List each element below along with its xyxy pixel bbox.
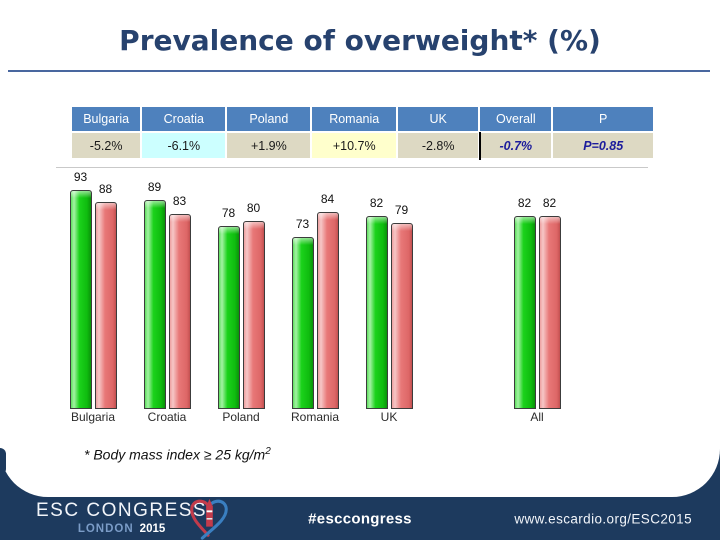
footer-bar: ESC CONGRESS LONDON 2015 #esccongress www… bbox=[0, 497, 720, 540]
bar-column-red-poland: 80 bbox=[242, 168, 265, 409]
table-header-overall: Overall bbox=[480, 107, 552, 131]
table-value-p: P=0.85 bbox=[553, 133, 653, 158]
brand-city: LONDON bbox=[77, 523, 134, 535]
footnote: * Body mass index ≥ 25 kg/m2 bbox=[84, 446, 271, 463]
bar-red-all bbox=[538, 216, 561, 409]
bar-column-red-all: 82 bbox=[538, 168, 561, 409]
category-label-croatia: Croatia bbox=[147, 410, 187, 424]
table-value-uk: -2.8% bbox=[398, 133, 479, 158]
table-value-croatia: -6.1% bbox=[142, 133, 226, 158]
bar-value-label-red-poland: 80 bbox=[246, 201, 261, 215]
bar-column-green-all: 82 bbox=[513, 168, 536, 409]
bar-chart-plot: 93 88 89 83 78 80 73 84 82 79 82 82 bbox=[56, 167, 648, 409]
bar-column-green-poland: 78 bbox=[217, 168, 240, 409]
category-label-romania: Romania bbox=[290, 410, 340, 424]
bar-value-label-green-poland: 78 bbox=[221, 206, 236, 220]
bar-value-label-red-croatia: 83 bbox=[172, 194, 187, 208]
slide-content-card: Prevalence of overweight* (%) Bulgaria C… bbox=[0, 0, 720, 497]
bar-column-green-romania: 73 bbox=[291, 168, 314, 409]
table-value-overall: -0.7% bbox=[480, 133, 552, 158]
bar-green-romania bbox=[291, 237, 314, 409]
footnote-text: * Body mass index ≥ 25 kg/m bbox=[84, 446, 266, 463]
chart-slot-empty bbox=[574, 168, 648, 409]
bar-value-label-green-croatia: 89 bbox=[147, 180, 162, 194]
bar-green-bulgaria bbox=[69, 190, 92, 409]
category-label-empty bbox=[426, 410, 500, 424]
bar-column-red-uk: 79 bbox=[390, 168, 413, 409]
brand-year: 2015 bbox=[139, 523, 166, 535]
bar-column-green-croatia: 89 bbox=[143, 168, 166, 409]
bar-column-green-bulgaria: 93 bbox=[69, 168, 92, 409]
uk-overall-divider bbox=[479, 132, 481, 160]
bar-red-poland bbox=[242, 221, 265, 409]
bar-red-romania bbox=[316, 212, 339, 409]
esc-congress-brand: ESC CONGRESS LONDON 2015 bbox=[36, 500, 207, 535]
overweight-change-table: Bulgaria Croatia Poland Romania UK Overa… bbox=[70, 105, 655, 160]
footnote-superscript: 2 bbox=[265, 446, 271, 457]
chart-slot-poland: 78 80 bbox=[204, 168, 278, 409]
table-header-bulgaria: Bulgaria bbox=[72, 107, 141, 131]
esc-congress-wordmark: ESC CONGRESS bbox=[36, 500, 208, 521]
chart-slot-bulgaria: 93 88 bbox=[56, 168, 130, 409]
chart-slot-croatia: 89 83 bbox=[130, 168, 204, 409]
bar-red-bulgaria bbox=[94, 202, 117, 409]
bar-green-croatia bbox=[143, 200, 166, 409]
table-value-bulgaria: -5.2% bbox=[72, 133, 141, 158]
chart-slot-uk: 82 79 bbox=[352, 168, 426, 409]
bar-green-poland bbox=[217, 226, 240, 409]
bar-red-uk bbox=[390, 223, 413, 409]
bar-value-label-red-romania: 84 bbox=[320, 192, 335, 206]
hashtag: #esccongress bbox=[308, 510, 412, 527]
bar-column-red-croatia: 83 bbox=[168, 168, 191, 409]
bar-column-red-romania: 84 bbox=[316, 168, 339, 409]
table-value-poland: +1.9% bbox=[227, 133, 311, 158]
esc-congress-subline: LONDON 2015 bbox=[36, 523, 207, 535]
table-header-poland: Poland bbox=[227, 107, 311, 131]
category-label-poland: Poland bbox=[222, 410, 260, 424]
bar-value-label-green-all: 82 bbox=[517, 196, 532, 210]
bar-value-label-green-bulgaria: 93 bbox=[73, 170, 88, 184]
table-value-row: -5.2% -6.1% +1.9% +10.7% -2.8% -0.7% P=0… bbox=[72, 133, 653, 158]
bar-value-label-red-uk: 79 bbox=[394, 203, 409, 217]
title-underline bbox=[8, 70, 710, 72]
bar-value-label-green-uk: 82 bbox=[369, 196, 384, 210]
bar-column-red-bulgaria: 88 bbox=[94, 168, 117, 409]
chart-slot-empty bbox=[426, 168, 500, 409]
bar-green-uk bbox=[365, 216, 388, 409]
footer-url: www.escardio.org/ESC2015 bbox=[514, 511, 692, 526]
bar-value-label-red-all: 82 bbox=[542, 196, 557, 210]
category-label-bulgaria: Bulgaria bbox=[70, 410, 116, 424]
category-label-all: All bbox=[530, 410, 544, 424]
bar-green-all bbox=[513, 216, 536, 409]
bar-value-label-green-romania: 73 bbox=[295, 217, 310, 231]
left-edge-notch bbox=[0, 448, 6, 475]
esc-london-heart-ribbon-logo-icon bbox=[190, 498, 228, 540]
category-label-uk: UK bbox=[380, 410, 398, 424]
bar-value-label-red-bulgaria: 88 bbox=[98, 182, 113, 196]
chart-slot-all: 82 82 bbox=[500, 168, 574, 409]
table-header-uk: UK bbox=[398, 107, 479, 131]
page-title: Prevalence of overweight* (%) bbox=[119, 24, 601, 57]
table-header-p: P bbox=[553, 107, 653, 131]
table-header-croatia: Croatia bbox=[142, 107, 226, 131]
table-value-romania: +10.7% bbox=[312, 133, 397, 158]
bar-red-croatia bbox=[168, 214, 191, 409]
bar-chart-category-axis: Bulgaria Croatia Poland Romania UK All bbox=[56, 410, 648, 424]
table-header-romania: Romania bbox=[312, 107, 397, 131]
bar-column-green-uk: 82 bbox=[365, 168, 388, 409]
table-header-row: Bulgaria Croatia Poland Romania UK Overa… bbox=[72, 107, 653, 131]
chart-slot-romania: 73 84 bbox=[278, 168, 352, 409]
category-label-empty bbox=[574, 410, 648, 424]
